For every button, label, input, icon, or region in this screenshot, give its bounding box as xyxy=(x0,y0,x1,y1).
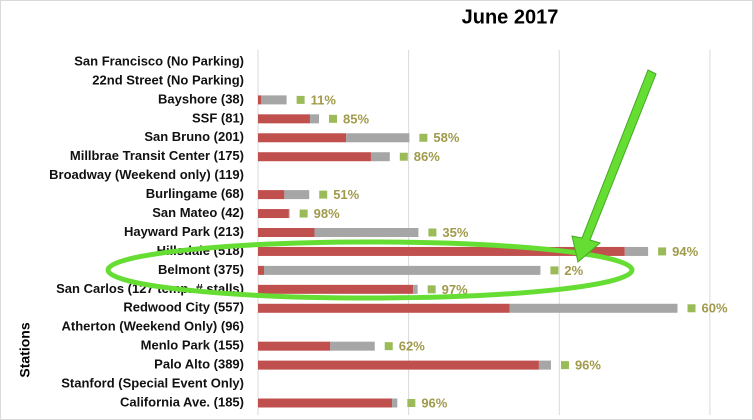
y-tick-label: Burlingame (68) xyxy=(146,186,244,201)
bar-segment xyxy=(288,209,290,219)
bar-segment xyxy=(538,360,551,370)
y-tick-label: San Bruno (201) xyxy=(144,129,244,144)
value-label: 86% xyxy=(414,149,440,164)
bar-segment xyxy=(370,152,390,162)
value-label: 58% xyxy=(433,130,459,145)
utilization-marker xyxy=(428,228,437,237)
bar-segment xyxy=(309,114,320,124)
chart-title: June 2017 xyxy=(462,6,559,28)
arrow xyxy=(571,69,657,263)
bar-segment xyxy=(258,284,414,294)
value-label: 51% xyxy=(333,187,359,202)
utilization-marker xyxy=(329,114,338,123)
y-tick-label: 22nd Street (No Parking) xyxy=(92,72,244,87)
y-tick-label: SSF (81) xyxy=(192,110,244,125)
utilization-marker xyxy=(319,190,328,199)
bar-segment xyxy=(258,303,510,313)
value-label: 2% xyxy=(564,263,583,278)
value-label: 11% xyxy=(311,92,337,107)
bar-segment xyxy=(258,360,539,370)
bar-segment xyxy=(264,265,541,275)
bar-segment xyxy=(261,95,287,105)
utilization-marker xyxy=(419,133,428,142)
value-label: 96% xyxy=(421,395,447,410)
value-label: 94% xyxy=(672,244,698,259)
bar-segment xyxy=(258,114,310,124)
plot-area: San Francisco (No Parking) 22nd Street (N… xyxy=(49,50,728,415)
bar-segment xyxy=(284,190,310,200)
bar-segment xyxy=(258,341,331,351)
bar-segment xyxy=(258,265,265,275)
utilization-marker xyxy=(560,361,569,370)
y-tick-label: Atherton (Weekend Only) (96) xyxy=(61,319,244,334)
bar-segment xyxy=(258,95,262,105)
y-tick-label: Palo Alto (389) xyxy=(154,357,244,372)
y-tick-label: Millbrae Transit Center (175) xyxy=(70,148,244,163)
bar-segment xyxy=(413,284,418,294)
value-label: 98% xyxy=(314,206,340,221)
value-label: 85% xyxy=(343,111,369,126)
y-tick-label: Bayshore (38) xyxy=(158,91,244,106)
y-tick-label: Belmont (375) xyxy=(158,262,244,277)
value-label: 96% xyxy=(575,358,601,373)
highlight-ellipse xyxy=(105,239,635,301)
utilization-marker xyxy=(658,247,667,256)
utilization-marker xyxy=(399,152,408,161)
bar-segment xyxy=(624,246,649,256)
bar-segment xyxy=(392,398,398,408)
bar-segment xyxy=(258,228,315,237)
y-tick-label: Menlo Park (155) xyxy=(141,338,244,353)
utilization-marker xyxy=(427,285,436,294)
y-tick-label: Broadway (Weekend only) (119) xyxy=(49,167,244,182)
utilization-marker xyxy=(384,342,393,351)
y-tick-label: San Francisco (No Parking) xyxy=(74,53,244,68)
bar-segment xyxy=(258,190,285,200)
bar-segment xyxy=(330,341,375,351)
utilization-marker xyxy=(299,209,308,218)
y-tick-label: San Mateo (42) xyxy=(152,205,244,220)
utilization-marker xyxy=(296,95,305,104)
bar-segment xyxy=(258,152,371,162)
y-tick-label: California Ave. (185) xyxy=(120,394,244,409)
bar-segment xyxy=(509,303,678,313)
value-label: 60% xyxy=(701,301,727,316)
y-tick-label: Hayward Park (213) xyxy=(124,224,244,239)
value-label: 97% xyxy=(442,282,468,297)
utilization-marker xyxy=(407,399,416,407)
bar-segment xyxy=(314,228,419,237)
bar-segment xyxy=(258,133,347,143)
value-label: 62% xyxy=(399,339,425,354)
bar-segment xyxy=(258,246,625,256)
bar-segment xyxy=(258,209,289,219)
utilization-marker xyxy=(687,304,696,313)
y-tick-label: Stanford (Special Event Only) xyxy=(61,375,244,390)
value-label: 35% xyxy=(442,225,468,240)
bar-segment xyxy=(346,133,410,143)
y-tick-label: Redwood City (557) xyxy=(123,300,244,315)
y-axis-label: Stations xyxy=(17,322,33,377)
bar-segment xyxy=(258,398,393,408)
utilization-marker xyxy=(550,266,559,275)
